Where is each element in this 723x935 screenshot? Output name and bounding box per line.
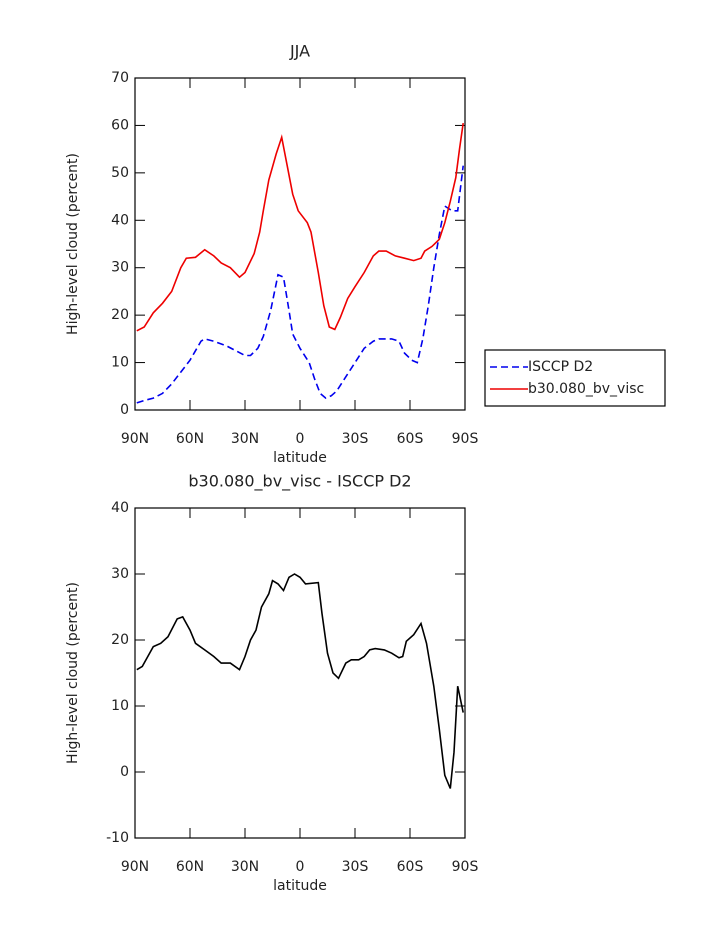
legend-label: b30.080_bv_visc	[528, 381, 644, 397]
legend-box	[484, 349, 666, 407]
y-tick-label: 0	[120, 764, 129, 780]
x-tick-label: 60S	[397, 431, 424, 447]
x-tick-label: 30S	[342, 431, 369, 447]
chart-title: JJA	[289, 42, 310, 61]
x-tick-label: 90S	[452, 859, 479, 875]
x-tick-label: 30N	[231, 859, 259, 875]
x-tick-label: 0	[296, 859, 305, 875]
x-tick-label: 90N	[121, 859, 149, 875]
y-tick-label: 30	[111, 260, 129, 276]
x-tick-label: 60S	[397, 859, 424, 875]
y-tick-label: 0	[120, 402, 129, 418]
legend-label: ISCCP D2	[528, 359, 593, 375]
y-tick-label: 50	[111, 165, 129, 181]
data-line	[136, 122, 464, 332]
x-tick-label: 0	[296, 431, 305, 447]
y-tick-label: 40	[111, 500, 129, 516]
y-axis-label: High-level cloud (percent)	[65, 582, 81, 764]
chart-title: b30.080_bv_visc - ISCCP D2	[188, 472, 411, 492]
data-line	[136, 573, 464, 789]
y-tick-label: 70	[111, 70, 129, 86]
y-tick-label: 10	[111, 355, 129, 371]
x-tick-label: 90N	[121, 431, 149, 447]
x-tick-label: 90S	[452, 431, 479, 447]
y-axis-label: High-level cloud (percent)	[65, 153, 81, 335]
x-tick-label: 30N	[231, 431, 259, 447]
x-tick-label: 60N	[176, 859, 204, 875]
x-axis-label: latitude	[273, 878, 327, 894]
x-axis-label: latitude	[273, 450, 327, 466]
y-tick-label: 20	[111, 632, 129, 648]
y-tick-label: 10	[111, 698, 129, 714]
y-tick-label: -10	[106, 830, 129, 846]
x-tick-label: 30S	[342, 859, 369, 875]
plot-frame	[134, 77, 466, 411]
x-tick-label: 60N	[176, 431, 204, 447]
data-line	[136, 165, 464, 404]
y-tick-label: 30	[111, 566, 129, 582]
y-tick-label: 60	[111, 117, 129, 133]
plot-frame	[134, 507, 466, 839]
y-tick-label: 40	[111, 212, 129, 228]
y-tick-label: 20	[111, 307, 129, 323]
